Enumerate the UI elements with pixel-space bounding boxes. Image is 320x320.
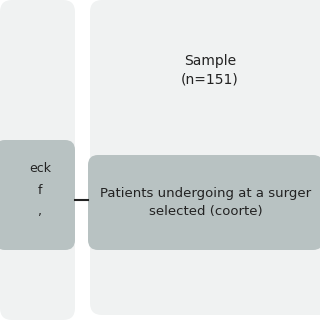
FancyBboxPatch shape: [88, 155, 320, 250]
Text: f: f: [38, 183, 42, 196]
FancyBboxPatch shape: [0, 140, 75, 250]
Text: Sample
(n=151): Sample (n=151): [181, 54, 239, 86]
Text: ,: ,: [38, 205, 42, 219]
Text: eck: eck: [29, 162, 51, 174]
Text: Patients undergoing at a surger
selected (coorte): Patients undergoing at a surger selected…: [100, 187, 311, 218]
FancyBboxPatch shape: [90, 0, 320, 315]
FancyBboxPatch shape: [0, 0, 75, 320]
